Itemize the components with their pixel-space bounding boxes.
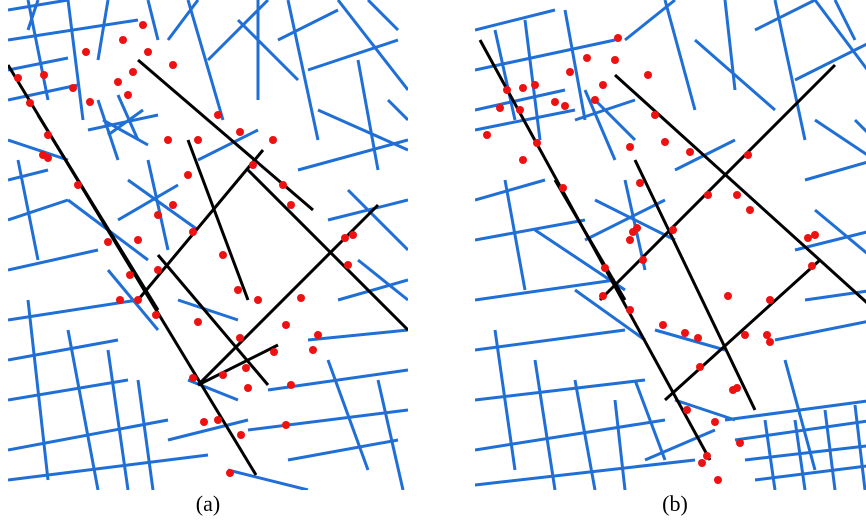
panel-b bbox=[475, 0, 866, 490]
caption-b: (b) bbox=[662, 491, 688, 516]
caption-a: (a) bbox=[195, 491, 221, 516]
panel-b-diagram bbox=[475, 0, 866, 490]
intersection-points bbox=[483, 34, 819, 484]
background-network bbox=[8, 0, 408, 490]
intersection-points bbox=[14, 21, 357, 477]
background-network bbox=[475, 0, 866, 490]
panel-a bbox=[8, 0, 408, 490]
road-lines bbox=[8, 58, 408, 476]
road-lines bbox=[478, 39, 866, 461]
panel-a-diagram bbox=[8, 0, 408, 490]
